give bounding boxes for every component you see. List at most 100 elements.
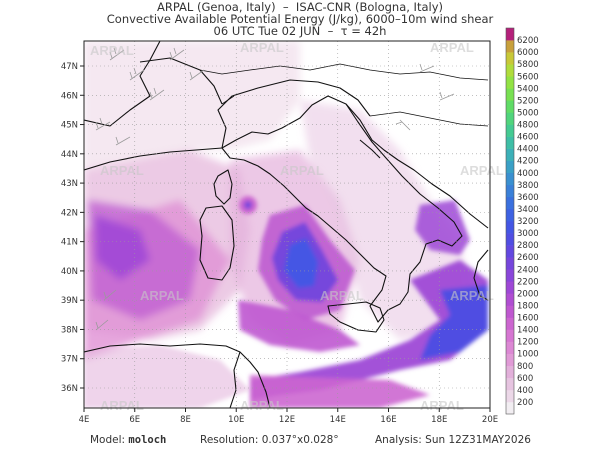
colorbar-swatch — [506, 76, 514, 89]
colorbar-label: 400 — [517, 386, 533, 396]
latitude-labels: 36N 37N 38N 39N 40N 41N 42N 43N 44N 45N 46N 47N — [61, 62, 84, 394]
footer-resolution: Resolution: 0.037°x0.028° — [200, 434, 339, 446]
sicily-coast — [327, 301, 385, 333]
watermark-text: ARPAL — [280, 163, 324, 178]
lat-label: 37N — [61, 355, 78, 365]
colorbar-label: 5600 — [517, 72, 539, 82]
colorbar-label: 4000 — [517, 169, 539, 179]
colorbar-label: 3600 — [517, 193, 539, 203]
lon-label: 12E — [279, 415, 295, 425]
resolution-label: Resolution: — [200, 434, 259, 446]
longitude-labels: 4E 6E 8E 10E 12E 14E 16E 18E 20E — [79, 408, 498, 425]
colorbar-swatch — [506, 257, 514, 270]
coastlines — [84, 41, 489, 408]
colorbar-label: 6200 — [517, 36, 539, 46]
colorbar-swatch — [506, 233, 514, 246]
colorbar-swatch — [506, 365, 514, 379]
watermark-text: ARPAL — [240, 40, 284, 55]
lat-label: 46N — [61, 91, 78, 101]
colorbar-label: 3000 — [517, 229, 539, 239]
colorbar-swatch — [506, 245, 514, 258]
colorbar-swatch — [506, 341, 514, 354]
watermark-text: ARPAL — [100, 163, 144, 178]
lon-label: 14E — [330, 415, 346, 425]
colorbar-label: 800 — [517, 362, 533, 372]
italy-coast — [221, 95, 463, 323]
colorbar-swatch — [506, 172, 514, 186]
lat-label: 45N — [61, 121, 78, 131]
colorbar-label: 2600 — [517, 253, 539, 263]
colorbar-swatch — [506, 305, 514, 318]
footer-model: Model: moloch — [90, 434, 166, 446]
colorbar-label: 1600 — [517, 314, 539, 324]
title-line-2: Convective Available Potential Energy (J… — [106, 12, 494, 26]
lon-label: 20E — [482, 415, 498, 425]
colorbar-label: 2800 — [517, 241, 539, 251]
colorbar-label: 600 — [517, 374, 533, 384]
model-value: moloch — [128, 434, 167, 446]
colorbar-swatch — [506, 389, 514, 403]
lat-label: 39N — [61, 296, 78, 306]
watermark-text: ARPAL — [450, 288, 494, 303]
cape-field — [84, 41, 488, 408]
watermark-text: ARPAL — [90, 43, 134, 58]
colorbar-label: 1200 — [517, 338, 539, 348]
lat-label: 38N — [61, 325, 78, 335]
colorbar-swatch — [506, 329, 514, 342]
lat-label: 42N — [61, 208, 78, 218]
colorbar-swatch — [506, 184, 514, 198]
watermark-text: ARPAL — [140, 288, 184, 303]
colorbar-label: 5400 — [517, 84, 539, 94]
watermark-text: ARPAL — [240, 398, 284, 413]
watermarks: ARPAL ARPAL ARPAL ARPAL ARPAL ARPAL ARPAL ARPAL… — [90, 40, 504, 413]
colorbar-label: 1000 — [517, 350, 539, 360]
watermark-text: ARPAL — [320, 288, 364, 303]
corsica-coast — [213, 169, 233, 205]
colorbar-label: 5800 — [517, 60, 539, 70]
resolution-value: 0.037°x0.028° — [261, 434, 339, 446]
colorbar-label: 2000 — [517, 289, 539, 299]
colorbar-swatch — [506, 401, 514, 415]
colorbar-label: 3800 — [517, 181, 539, 191]
colorbar-label: 6000 — [517, 48, 539, 58]
lat-label: 47N — [61, 62, 78, 72]
colorbar-swatch — [506, 377, 514, 391]
lon-label: 6E — [129, 415, 140, 425]
lat-label: 44N — [61, 150, 78, 160]
colorbar-swatch — [506, 281, 514, 294]
colorbar-swatch — [506, 208, 514, 222]
model-label: Model: — [90, 434, 126, 446]
watermark-text: ARPAL — [430, 40, 474, 55]
colorbar-label: 5200 — [517, 96, 539, 106]
colorbar-swatch — [506, 100, 514, 113]
colorbar-label: 1400 — [517, 326, 539, 336]
colorbar-swatch — [506, 64, 514, 77]
colorbar-swatch — [506, 52, 514, 65]
colorbar-label: 4600 — [517, 133, 539, 143]
colorbar-label: 2200 — [517, 277, 539, 287]
colorbar-label: 4200 — [517, 157, 539, 167]
colorbar-swatch — [506, 28, 514, 41]
colorbar-label: 3200 — [517, 217, 539, 227]
colorbar-label: 4800 — [517, 121, 539, 131]
analysis-value: Sun 12Z31MAY2026 — [425, 434, 531, 446]
colorbar-label: 3400 — [517, 205, 539, 215]
analysis-label: Analysis: — [375, 434, 422, 446]
lon-label: 18E — [431, 415, 447, 425]
colorbar-label: 2400 — [517, 265, 539, 275]
title-line-1: ARPAL (Genoa, Italy) – ISAC-CNR (Bologna… — [156, 0, 443, 14]
lat-label: 40N — [61, 267, 78, 277]
colorbar-swatch — [506, 112, 514, 125]
colorbar-swatch — [506, 40, 514, 53]
footer-analysis: Analysis: Sun 12Z31MAY2026 — [375, 434, 531, 446]
watermark-text: ARPAL — [460, 163, 504, 178]
colorbar-swatch — [506, 160, 514, 174]
lat-label: 36N — [61, 384, 78, 394]
lon-label: 4E — [79, 415, 90, 425]
colorbar-swatch — [506, 148, 514, 161]
colorbar-label: 5000 — [517, 108, 539, 118]
lat-label: 43N — [61, 179, 78, 189]
colorbar-swatch — [506, 136, 514, 149]
colorbar-swatch — [506, 353, 514, 367]
